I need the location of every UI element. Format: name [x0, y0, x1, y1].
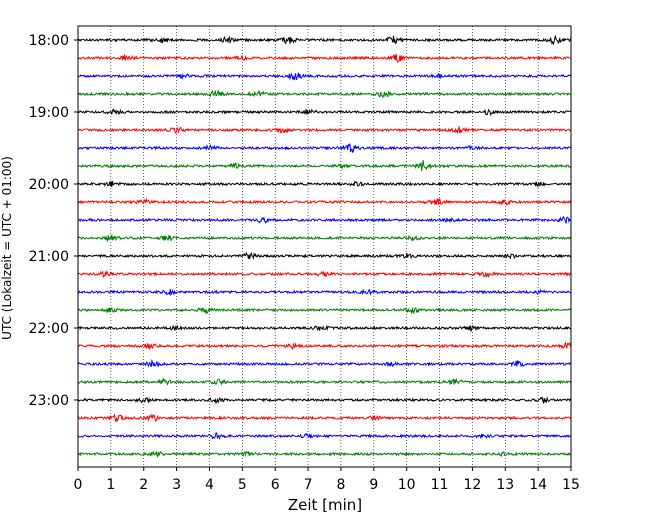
y-tick-label: 18:00	[29, 33, 69, 49]
x-tick-label: 2	[139, 477, 148, 493]
x-tick-label: 5	[238, 477, 247, 493]
trace-1800	[77, 34, 572, 46]
trace-2115	[77, 269, 572, 279]
trace-2045	[77, 234, 572, 243]
trace-1830	[77, 72, 572, 81]
y-tick-label: 19:00	[29, 105, 69, 121]
trace-1900	[77, 108, 572, 117]
trace-1815	[77, 54, 572, 64]
trace-2230	[77, 358, 572, 368]
y-axis-ticks: 18:00 19:00 20:00 21:00 22:00 23:00	[29, 33, 78, 409]
trace-2330	[77, 432, 572, 441]
y-tick-label: 22:00	[29, 321, 69, 337]
trace-2130	[77, 288, 572, 297]
trace-2015	[77, 197, 572, 206]
trace-1845	[77, 89, 572, 99]
trace-2315	[77, 413, 572, 423]
trace-2345	[77, 450, 572, 458]
trace-1930	[77, 143, 572, 154]
trace-2030	[77, 215, 572, 225]
x-tick-label: 4	[205, 477, 214, 493]
x-tick-label: 7	[304, 477, 313, 493]
trace-2215	[77, 341, 572, 351]
x-tick-label: 10	[398, 477, 416, 493]
y-tick-label: 23:00	[29, 393, 69, 409]
x-tick-label: 0	[74, 477, 83, 493]
x-tick-label: 15	[562, 477, 580, 493]
trace-2000	[77, 180, 572, 189]
x-tick-label: 12	[463, 477, 481, 493]
trace-2100	[77, 251, 572, 261]
trace-2145	[77, 306, 572, 315]
x-tick-label: 1	[106, 477, 115, 493]
trace-1945	[77, 159, 572, 172]
x-tick-label: 14	[529, 477, 547, 493]
y-axis-label: UTC (Lokalzeit = UTC + 01:00)	[0, 156, 14, 340]
trace-2200	[77, 324, 571, 333]
plot-frame	[77, 25, 572, 468]
x-tick-label: 11	[431, 477, 449, 493]
x-axis-ticks: 0 1 2 3 4 5 6 7 8 9 10 11 12 13 14 15	[74, 467, 580, 493]
x-tick-label: 8	[336, 477, 345, 493]
trace-series	[77, 34, 572, 458]
trace-2300	[77, 396, 572, 405]
x-tick-label: 9	[369, 477, 378, 493]
x-tick-label: 3	[172, 477, 181, 493]
y-tick-label: 20:00	[29, 177, 69, 193]
x-axis-label: Zeit [min]	[288, 496, 362, 514]
trace-2245	[77, 376, 572, 387]
x-tick-label: 13	[496, 477, 514, 493]
trace-1915	[77, 125, 572, 135]
y-tick-label: 21:00	[29, 249, 69, 265]
grid-lines	[110, 26, 539, 467]
x-tick-label: 6	[271, 477, 280, 493]
